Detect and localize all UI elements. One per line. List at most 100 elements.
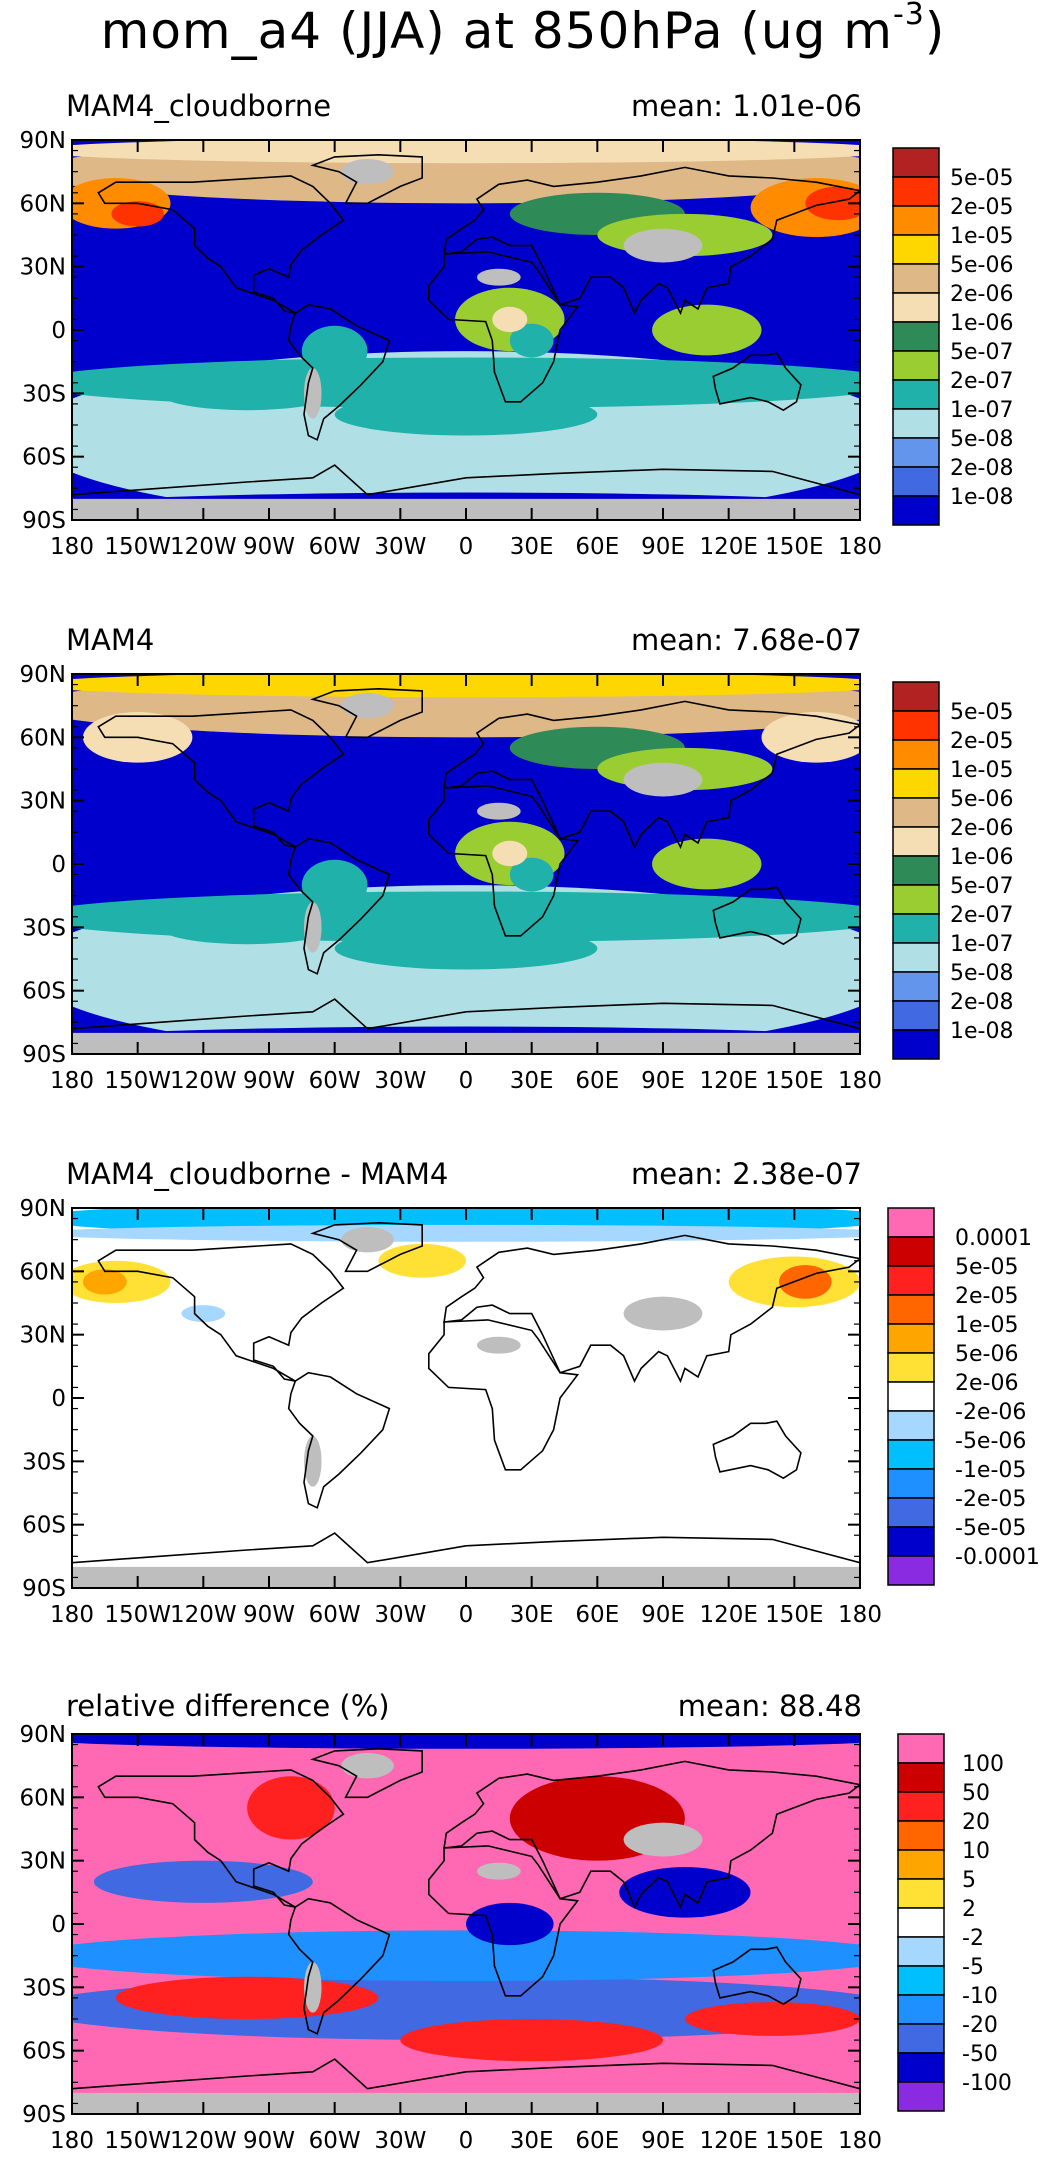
coastline <box>72 2058 860 2114</box>
colorbar-swatch <box>887 1294 935 1325</box>
colorbar-label: 2e-07 <box>950 903 1013 928</box>
lat-tick-label: 60N <box>20 191 66 217</box>
colorbar-swatch <box>892 797 940 828</box>
panel-title: MAM4 <box>66 623 154 657</box>
field-region <box>466 1902 554 1946</box>
lat-tick-label: 0 <box>51 1386 66 1412</box>
colorbar-label: 1e-06 <box>950 311 1013 336</box>
lon-tick-label: 60W <box>309 1068 361 1094</box>
colorbar-label: 5e-05 <box>950 700 1013 725</box>
missing-data-region <box>476 802 521 820</box>
colorbar-label: 2e-07 <box>950 369 1013 394</box>
panel-relative-difference: relative difference (%) mean: 88.48 90N 6… <box>20 1689 1012 2154</box>
lon-tick-label: 30E <box>510 2128 554 2154</box>
colorbar-label: -5 <box>962 1955 984 1980</box>
lon-tick-label: 120W <box>170 1602 237 1628</box>
missing-data-region <box>476 1862 521 1880</box>
lat-tick-label: 30N <box>20 789 66 815</box>
lon-tick-label: 30E <box>510 1068 554 1094</box>
lat-tick-label: 30S <box>22 1975 66 2001</box>
coastline <box>310 1221 423 1273</box>
colorbar-label: 2e-05 <box>950 729 1013 754</box>
lon-tick-label: 60W <box>309 534 361 560</box>
colorbar-label: 5e-06 <box>950 787 1013 812</box>
lon-tick-label: 30E <box>510 1602 554 1628</box>
lon-tick-label: 90E <box>641 534 685 560</box>
field-region <box>82 1269 127 1295</box>
figure-title: mom_a4 (JJA) at 850hPa (ug m-3) <box>100 0 946 60</box>
colorbar-swatch <box>897 1791 945 1822</box>
lon-tick-label: 90E <box>641 1602 685 1628</box>
coastline <box>72 464 860 520</box>
field-region <box>247 1776 335 1840</box>
lon-tick-label: 60E <box>575 1068 619 1094</box>
colorbar-swatch <box>887 1410 935 1441</box>
lon-tick-label: 60W <box>309 1602 361 1628</box>
lon-tick-label: 90W <box>243 534 295 560</box>
lon-tick-label: 120E <box>699 2128 757 2154</box>
field-region <box>72 1224 860 1242</box>
missing-data-region <box>341 693 394 719</box>
field-region <box>619 1867 751 1918</box>
colorbar-label: -2e-05 <box>955 1487 1026 1512</box>
colorbar-label: -2 <box>962 1926 984 1951</box>
lon-tick-label: 120E <box>699 1068 757 1094</box>
lon-tick-label: 120W <box>170 2128 237 2154</box>
colorbar-swatch <box>887 1236 935 1267</box>
coastline <box>97 1243 345 1382</box>
field-region <box>805 186 860 221</box>
coastline <box>712 352 802 412</box>
coastline <box>287 837 391 975</box>
colorbar-swatch <box>897 1733 945 1764</box>
colorbar-swatch <box>897 2052 945 2083</box>
map-field <box>72 674 860 1054</box>
colorbar-label: -1e-05 <box>955 1458 1026 1483</box>
lon-tick-label: 180 <box>838 534 882 560</box>
lat-tick-label: 60N <box>20 1259 66 1285</box>
colorbar-label: 5e-08 <box>950 961 1013 986</box>
colorbar-swatch <box>887 1555 935 1586</box>
colorbar-label: -20 <box>962 2013 998 2038</box>
colorbar-swatch <box>892 205 940 236</box>
lat-tick-label: 30N <box>20 255 66 281</box>
colorbar-swatch <box>897 1820 945 1851</box>
colorbar-swatch <box>897 2081 945 2112</box>
lon-tick-label: 150W <box>104 1068 171 1094</box>
coastline <box>310 153 423 205</box>
colorbar-label: 5 <box>962 1868 976 1893</box>
colorbar-swatch <box>897 1994 945 2025</box>
lon-tick-label: 90W <box>243 1068 295 1094</box>
lon-tick-label: 120E <box>699 1602 757 1628</box>
lat-tick-label: 90S <box>22 1042 66 1068</box>
lon-tick-label: 90W <box>243 2128 295 2154</box>
colorbar-label: 1e-08 <box>950 1019 1013 1044</box>
lat-tick-label: 60S <box>22 979 66 1005</box>
coastline <box>97 175 345 314</box>
coastline <box>287 303 391 441</box>
missing-data-region <box>476 268 521 286</box>
colorbar-label: 5e-06 <box>955 1342 1018 1367</box>
coastline <box>443 1760 860 1910</box>
colorbar-label: 1e-05 <box>950 224 1013 249</box>
field-region <box>378 1243 466 1278</box>
lon-tick-label: 30W <box>374 1602 426 1628</box>
colorbar-swatch <box>897 1878 945 1909</box>
field-region <box>301 325 368 377</box>
field-region <box>115 1976 379 2019</box>
colorbar-swatch <box>887 1381 935 1412</box>
lon-tick-label: 0 <box>459 534 474 560</box>
coastline <box>428 1319 580 1471</box>
lon-tick-label: 180 <box>838 1602 882 1628</box>
colorbar-swatch <box>897 1965 945 1996</box>
colorbar-swatch <box>892 1000 940 1031</box>
colorbar-label: 1e-05 <box>955 1313 1018 1338</box>
colorbar-swatch <box>887 1323 935 1354</box>
field-region <box>492 840 528 867</box>
map-field <box>72 140 860 520</box>
lat-tick-label: 0 <box>51 318 66 344</box>
colorbar-label: 1e-05 <box>950 758 1013 783</box>
colorbar-label: 5e-06 <box>950 253 1013 278</box>
lat-tick-label: 60N <box>20 1785 66 1811</box>
